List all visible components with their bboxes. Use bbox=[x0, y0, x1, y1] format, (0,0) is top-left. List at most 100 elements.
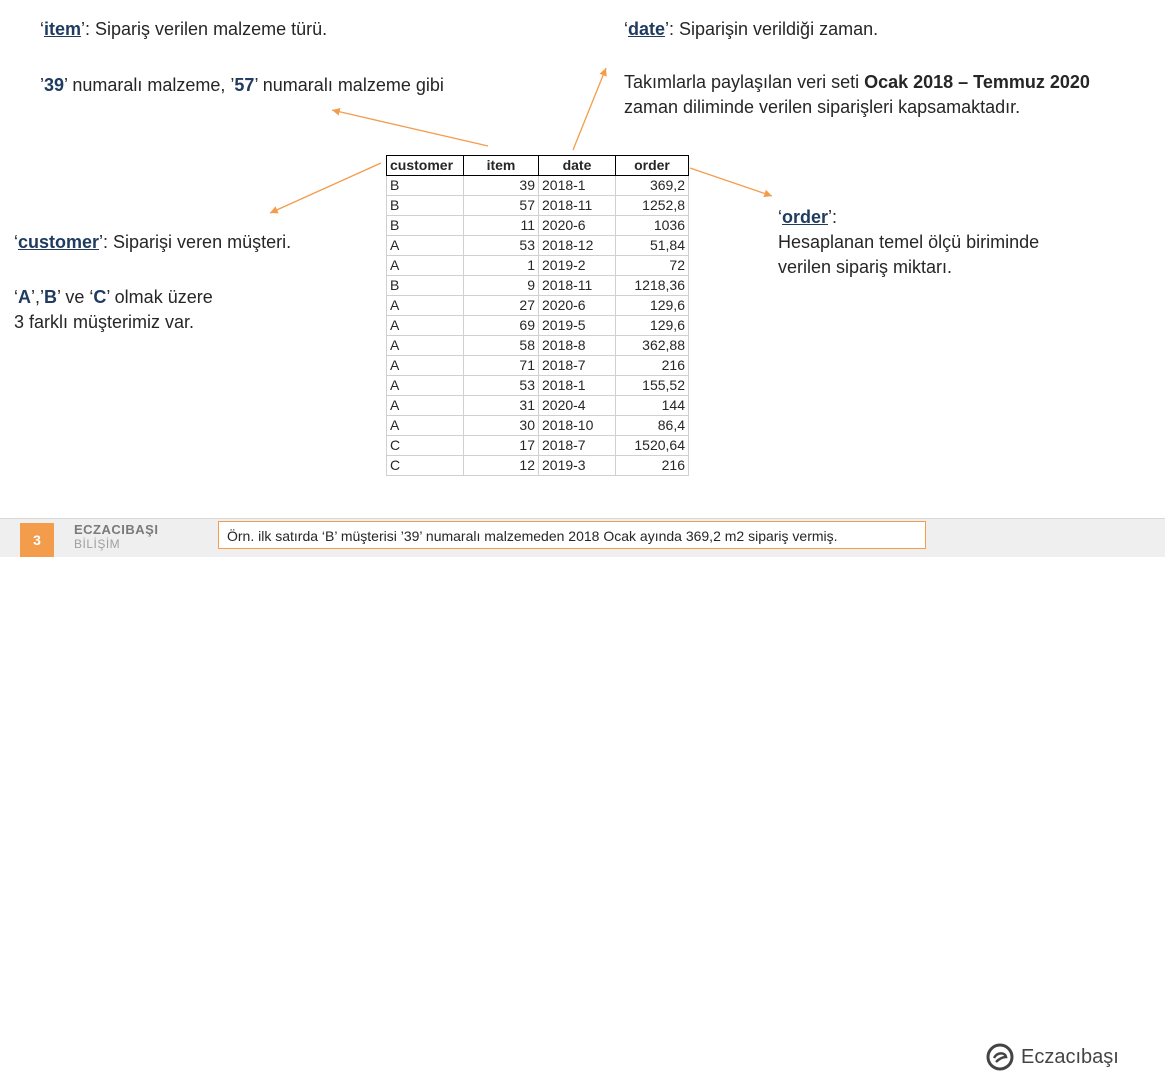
table-row: C 17 2018-7 1520,64 bbox=[386, 435, 689, 456]
cell-customer: A bbox=[386, 415, 464, 436]
table-row: B 57 2018-11 1252,8 bbox=[386, 195, 689, 216]
cell-order: 1520,64 bbox=[615, 435, 689, 456]
cell-item: 11 bbox=[463, 215, 539, 236]
item-ex-b: 57 bbox=[234, 75, 255, 95]
item-ex-mid: ’ numaralı malzeme, ’ bbox=[64, 75, 235, 95]
table-row: C 12 2019-3 216 bbox=[386, 455, 689, 476]
cell-order: 72 bbox=[615, 255, 689, 276]
customer-note-line1: ‘A’,’B’ ve ‘C’ olmak üzere bbox=[14, 287, 213, 307]
cell-date: 2020-6 bbox=[538, 295, 616, 316]
cell-date: 2018-11 bbox=[538, 275, 616, 296]
item-note-title: ‘item’: Sipariş verilen malzeme türü. bbox=[40, 19, 328, 39]
cell-order: 369,2 bbox=[615, 175, 689, 196]
cell-item: 30 bbox=[463, 415, 539, 436]
item-key: item bbox=[44, 19, 82, 39]
cell-order: 216 bbox=[615, 455, 689, 476]
cell-customer: A bbox=[386, 235, 464, 256]
cell-customer: A bbox=[386, 395, 464, 416]
cell-order: 144 bbox=[615, 395, 689, 416]
cell-date: 2018-1 bbox=[538, 375, 616, 396]
cell-customer: A bbox=[386, 355, 464, 376]
logo-wordmark: Eczacıbaşı bbox=[1021, 1045, 1119, 1068]
table-row: A 53 2018-12 51,84 bbox=[386, 235, 689, 256]
arrow-customer bbox=[269, 162, 382, 214]
cell-item: 71 bbox=[463, 355, 539, 376]
customer-tail: ’ olmak üzere bbox=[106, 287, 213, 307]
page-number: 3 bbox=[20, 523, 54, 557]
cell-date: 2018-8 bbox=[538, 335, 616, 356]
cell-customer: A bbox=[386, 335, 464, 356]
header-customer: customer bbox=[386, 155, 464, 176]
table-row: A 71 2018-7 216 bbox=[386, 355, 689, 376]
order-note-line1: Hesaplanan temel ölçü biriminde bbox=[778, 232, 1040, 252]
table-row: A 53 2018-1 155,52 bbox=[386, 375, 689, 396]
arrow-date bbox=[572, 67, 607, 151]
cell-customer: B bbox=[386, 175, 464, 196]
cell-date: 2018-7 bbox=[538, 355, 616, 376]
cell-order: 362,88 bbox=[615, 335, 689, 356]
cell-item: 69 bbox=[463, 315, 539, 336]
cell-customer: A bbox=[386, 255, 464, 276]
cell-item: 17 bbox=[463, 435, 539, 456]
brand-line1: ECZACIBAŞI bbox=[74, 522, 159, 537]
cell-customer: B bbox=[386, 195, 464, 216]
date-note-line1: Takımlarla paylaşılan veri seti Ocak 201… bbox=[624, 70, 1090, 94]
cell-order: 216 bbox=[615, 355, 689, 376]
date-key: date bbox=[628, 19, 666, 39]
customer-c: C bbox=[93, 287, 107, 307]
customer-note-title: ‘customer’: Siparişi veren müşteri. bbox=[14, 232, 292, 252]
customer-a: A bbox=[18, 287, 31, 307]
cell-item: 53 bbox=[463, 235, 539, 256]
item-ex-pre: ’ bbox=[40, 75, 44, 95]
cell-date: 2018-7 bbox=[538, 435, 616, 456]
cell-order: 1036 bbox=[615, 215, 689, 236]
brand-line2: BİLİŞİM bbox=[74, 537, 121, 551]
cell-item: 39 bbox=[463, 175, 539, 196]
cell-order: 86,4 bbox=[615, 415, 689, 436]
customer-key: customer bbox=[18, 232, 100, 252]
date-note-title: ‘date’: Siparişin verildiği zaman. bbox=[624, 19, 879, 39]
header-date: date bbox=[538, 155, 616, 176]
date-line1-bold: Ocak 2018 – Temmuz 2020 bbox=[864, 72, 1090, 92]
cell-date: 2020-4 bbox=[538, 395, 616, 416]
cell-item: 12 bbox=[463, 455, 539, 476]
cell-date: 2018-1 bbox=[538, 175, 616, 196]
arrow-order bbox=[689, 167, 773, 198]
item-ex-post: ’ numaralı malzeme gibi bbox=[254, 75, 444, 95]
table-row: B 9 2018-11 1218,36 bbox=[386, 275, 689, 296]
date-note-line2: zaman diliminde verilen siparişleri kaps… bbox=[624, 97, 1021, 117]
cell-order: 51,84 bbox=[615, 235, 689, 256]
cell-item: 9 bbox=[463, 275, 539, 296]
table-row: A 27 2020-6 129,6 bbox=[386, 295, 689, 316]
cell-date: 2018-12 bbox=[538, 235, 616, 256]
customer-mid2: ’ ve ‘ bbox=[57, 287, 94, 307]
cell-date: 2020-6 bbox=[538, 215, 616, 236]
header-order: order bbox=[615, 155, 689, 176]
customer-desc: : Siparişi veren müşteri. bbox=[103, 232, 292, 252]
example-caption: Örn. ilk satırda ‘B’ müşterisi ’39’ numa… bbox=[218, 521, 926, 549]
customer-b: B bbox=[44, 287, 57, 307]
customer-mid1: ’,’ bbox=[31, 287, 44, 307]
data-table: customer item date order B 39 2018-1 369,2 B… bbox=[386, 155, 689, 476]
cell-customer: B bbox=[386, 275, 464, 296]
header-item: item bbox=[463, 155, 539, 176]
table-row: B 11 2020-6 1036 bbox=[386, 215, 689, 236]
order-note-line2: verilen sipariş miktarı. bbox=[778, 257, 953, 277]
customer-note-line2: 3 farklı müşterimiz var. bbox=[14, 312, 195, 332]
date-desc: : Siparişin verildiği zaman. bbox=[669, 19, 879, 39]
cell-item: 27 bbox=[463, 295, 539, 316]
table-header-row: customer item date order bbox=[386, 155, 689, 176]
order-note-title: ‘order’: bbox=[778, 207, 838, 227]
date-line1-pre: Takımlarla paylaşılan veri seti bbox=[624, 72, 865, 92]
cell-order: 129,6 bbox=[615, 315, 689, 336]
cell-customer: A bbox=[386, 295, 464, 316]
cell-order: 1252,8 bbox=[615, 195, 689, 216]
cell-item: 58 bbox=[463, 335, 539, 356]
cell-order: 155,52 bbox=[615, 375, 689, 396]
table-row: A 58 2018-8 362,88 bbox=[386, 335, 689, 356]
cell-customer: A bbox=[386, 315, 464, 336]
arrow-item bbox=[331, 107, 489, 147]
cell-date: 2019-3 bbox=[538, 455, 616, 476]
cell-customer: C bbox=[386, 455, 464, 476]
cell-date: 2019-2 bbox=[538, 255, 616, 276]
